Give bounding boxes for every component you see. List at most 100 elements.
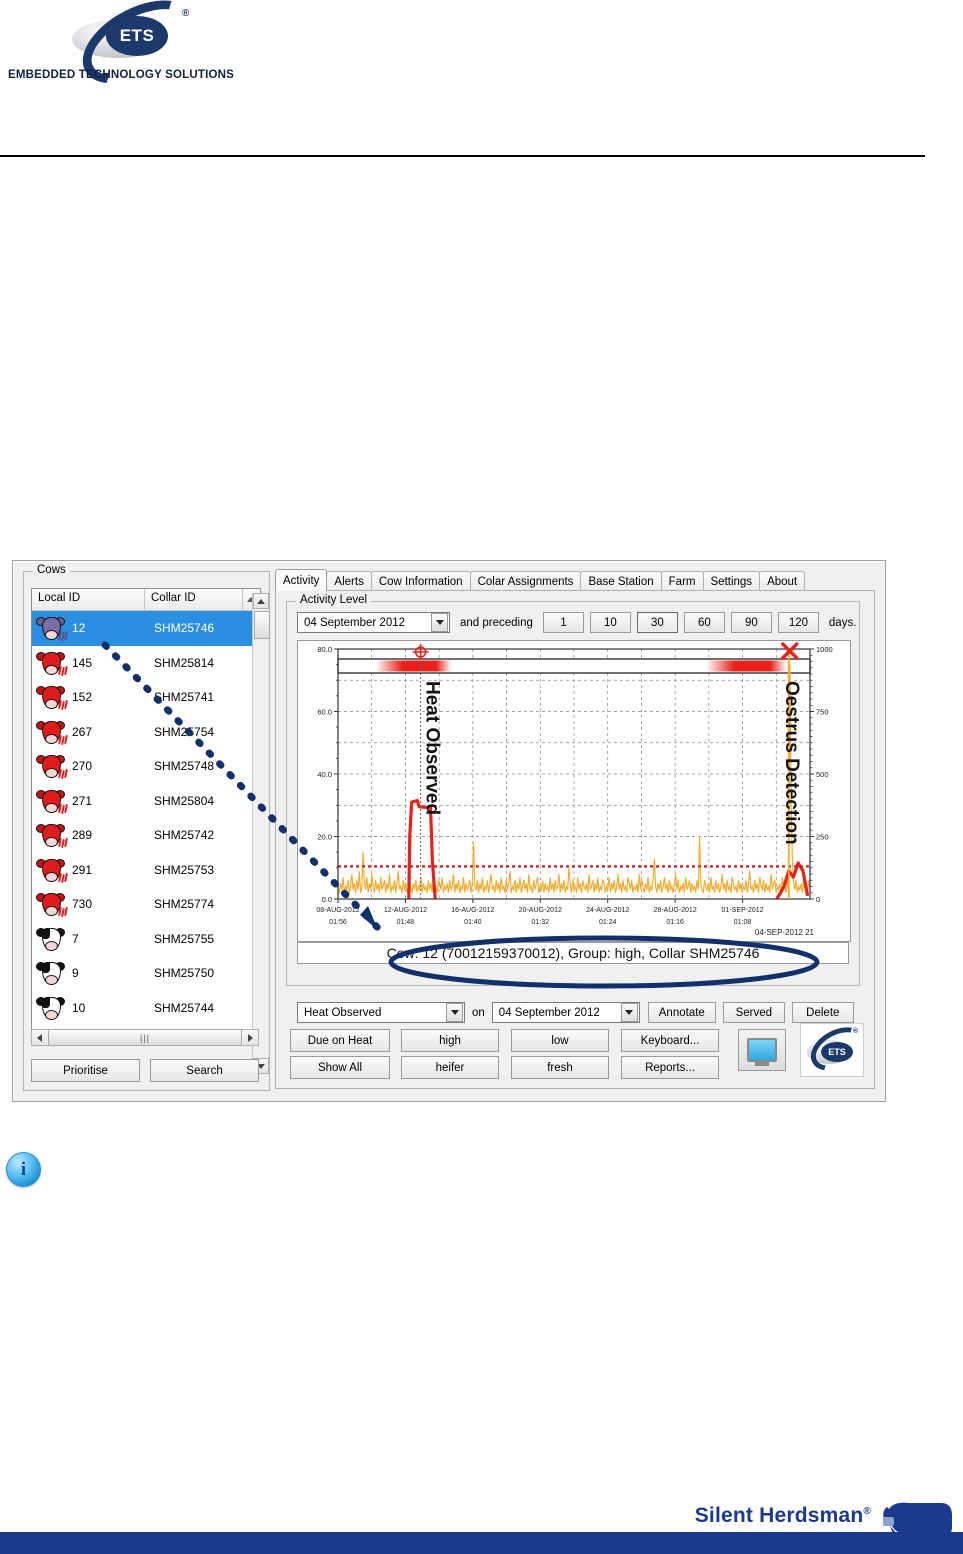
ets-logo-mark: ETS ® bbox=[69, 0, 209, 101]
activity-date-combo[interactable]: 04 September 2012 bbox=[297, 612, 450, 633]
activity-chart[interactable]: 0.0 20.0 40.0 60.0 80.0 0 250 500 750 1000 08-AUG-… bbox=[297, 640, 851, 942]
heat-waves-icon bbox=[58, 734, 69, 747]
column-header-collar-id[interactable]: Collar ID bbox=[145, 589, 243, 610]
keyboard-button[interactable]: Keyboard... bbox=[621, 1029, 719, 1052]
header-divider bbox=[0, 155, 925, 157]
svg-text:01:40: 01:40 bbox=[464, 919, 482, 926]
main-tab-pane: Activity Alerts Cow Information Colar Assig… bbox=[275, 569, 875, 1089]
cow-list-row[interactable]: 10 SHM25744 bbox=[32, 991, 260, 1026]
svg-text:04-SEP-2012 21: 04-SEP-2012 21 bbox=[755, 928, 815, 937]
cow-list-vertical-scrollbar[interactable] bbox=[252, 593, 270, 1074]
tab-base-station[interactable]: Base Station bbox=[580, 571, 662, 591]
cow-list-row[interactable]: 291 SHM25753 bbox=[32, 853, 260, 888]
chevron-down-icon[interactable] bbox=[431, 613, 448, 632]
show-all-button[interactable]: Show All bbox=[290, 1056, 390, 1079]
annotate-button[interactable]: Annotate bbox=[647, 1002, 716, 1023]
preceding-days-10-button[interactable]: 10 bbox=[589, 612, 631, 633]
annotate-row: Heat Observed on 04 September 2012 Annot… bbox=[297, 1002, 854, 1023]
fresh-filter-button[interactable]: fresh bbox=[511, 1056, 609, 1079]
cow-list[interactable]: Local ID Collar ID 12 SHM25746 145 SHM25814… bbox=[31, 588, 261, 1030]
tab-colar-assignments[interactable]: Colar Assignments bbox=[469, 571, 582, 591]
event-type-combo[interactable]: Heat Observed bbox=[297, 1002, 465, 1023]
served-button[interactable]: Served bbox=[722, 1002, 785, 1023]
cow-local-id: 145 bbox=[72, 655, 93, 670]
column-header-local-id[interactable]: Local ID bbox=[32, 589, 145, 610]
delete-button[interactable]: Delete bbox=[791, 1002, 854, 1023]
cow-list-row[interactable]: 9 SHM25750 bbox=[32, 956, 260, 991]
tab-cow-information[interactable]: Cow Information bbox=[370, 571, 471, 591]
on-label: on bbox=[472, 1006, 485, 1019]
silent-herdsman-app-window: Cows Local ID Collar ID 12 SHM25746 145 SHM… bbox=[12, 560, 886, 1102]
high-filter-button[interactable]: high bbox=[401, 1029, 499, 1052]
cow-list-row[interactable]: 152 SHM25741 bbox=[32, 680, 260, 715]
preceding-days-120-button[interactable]: 120 bbox=[777, 612, 819, 633]
tab-farm[interactable]: Farm bbox=[660, 571, 704, 591]
svg-text:500: 500 bbox=[816, 770, 829, 779]
cow-list-row[interactable]: 12 SHM25746 bbox=[32, 611, 260, 646]
cow-local-id: 7 bbox=[72, 931, 79, 946]
annotate-date-combo[interactable]: 04 September 2012 bbox=[491, 1002, 640, 1023]
tab-strip: Activity Alerts Cow Information Colar Assig… bbox=[275, 569, 875, 591]
search-button[interactable]: Search bbox=[150, 1059, 259, 1082]
cow-list-header: Local ID Collar ID bbox=[32, 589, 260, 611]
cows-panel: Cows Local ID Collar ID 12 SHM25746 145 SHM… bbox=[23, 564, 270, 1091]
monitor-display-button[interactable] bbox=[738, 1029, 786, 1071]
heifer-filter-button[interactable]: heifer bbox=[401, 1056, 499, 1079]
preceding-days-90-button[interactable]: 90 bbox=[730, 612, 772, 633]
hscrollbar-thumb[interactable]: ||| bbox=[48, 1029, 242, 1046]
cow-collar-id: SHM25746 bbox=[154, 621, 215, 636]
preceding-days-60-button[interactable]: 60 bbox=[683, 612, 725, 633]
cow-head-red-heat-icon bbox=[34, 855, 68, 885]
svg-text:01:32: 01:32 bbox=[532, 919, 550, 926]
due-on-heat-button[interactable]: Due on Heat bbox=[290, 1029, 390, 1052]
cow-collar-id: SHM25814 bbox=[154, 655, 215, 670]
cow-list-row[interactable]: 270 SHM25748 bbox=[32, 749, 260, 784]
prioritise-button[interactable]: Prioritise bbox=[31, 1059, 140, 1082]
tab-about[interactable]: About bbox=[759, 571, 806, 591]
scroll-right-icon[interactable] bbox=[243, 1030, 258, 1045]
cow-head-bw-icon bbox=[34, 924, 68, 954]
cow-list-row[interactable]: 267 SHM25754 bbox=[32, 715, 260, 750]
cow-collar-id: SHM25774 bbox=[154, 897, 215, 912]
and-preceding-label: and preceding bbox=[460, 616, 533, 629]
ets-tagline: EMBEDDED TECHNOLOGY SOLUTIONS bbox=[8, 69, 235, 81]
svg-text:0.0: 0.0 bbox=[322, 895, 332, 904]
cow-list-row[interactable]: 7 SHM25755 bbox=[32, 922, 260, 957]
svg-text:28-AUG-2012: 28-AUG-2012 bbox=[654, 907, 697, 914]
tab-settings[interactable]: Settings bbox=[702, 571, 761, 591]
sort-ascending-icon[interactable] bbox=[243, 589, 259, 610]
scroll-left-icon[interactable] bbox=[32, 1030, 47, 1045]
cow-local-id: 10 bbox=[72, 1000, 86, 1015]
low-filter-button[interactable]: low bbox=[511, 1029, 609, 1052]
heat-waves-icon bbox=[58, 907, 69, 919]
svg-text:80.0: 80.0 bbox=[317, 645, 332, 654]
days-label: days. bbox=[828, 616, 857, 629]
preceding-days-30-button[interactable]: 30 bbox=[636, 612, 678, 633]
ets-logo-small: ETS ® bbox=[800, 1018, 873, 1080]
tab-alerts[interactable]: Alerts bbox=[326, 571, 372, 591]
chevron-down-icon[interactable] bbox=[620, 1003, 638, 1022]
cow-list-horizontal-scrollbar[interactable]: ||| bbox=[31, 1029, 259, 1046]
activity-chart-svg: 0.0 20.0 40.0 60.0 80.0 0 250 500 750 1000 08-AUG-… bbox=[298, 641, 850, 941]
cow-list-row[interactable]: 145 SHM25814 bbox=[32, 646, 260, 681]
activity-level-legend: Activity Level bbox=[296, 594, 372, 606]
svg-text:16-AUG-2012: 16-AUG-2012 bbox=[451, 907, 494, 914]
heat-waves-icon bbox=[58, 700, 69, 712]
chevron-down-icon[interactable] bbox=[446, 1003, 463, 1022]
cow-info-bar: Cow: 12 (70012159370012), Group: high, C… bbox=[297, 942, 849, 964]
cow-list-row[interactable]: 730 SHM25774 bbox=[32, 887, 260, 922]
cow-list-row[interactable]: 271 SHM25804 bbox=[32, 784, 260, 819]
scrollbar-thumb[interactable] bbox=[254, 611, 270, 639]
cow-list-row[interactable]: 289 SHM25742 bbox=[32, 818, 260, 853]
cow-head-red-heat-icon bbox=[34, 889, 68, 919]
footer-brand-text: Silent Herdsman bbox=[694, 1504, 864, 1527]
preceding-days-1-button[interactable]: 1 bbox=[542, 612, 584, 633]
scroll-up-icon[interactable] bbox=[253, 593, 269, 609]
cow-collar-id: SHM25754 bbox=[154, 724, 215, 739]
cow-local-id: 12 bbox=[72, 621, 86, 636]
cow-head-red-heat-icon bbox=[34, 786, 68, 816]
reports-button[interactable]: Reports... bbox=[621, 1056, 719, 1079]
cow-collar-id: SHM25748 bbox=[154, 759, 215, 774]
tab-activity[interactable]: Activity bbox=[275, 569, 328, 591]
